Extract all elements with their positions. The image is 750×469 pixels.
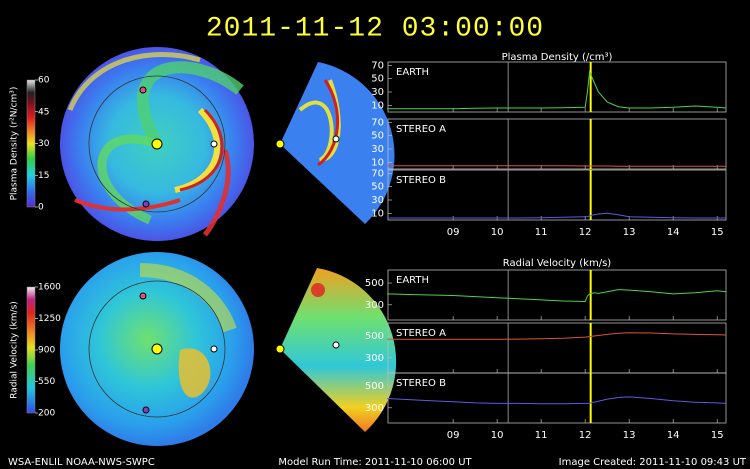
colorbar-tick-label: 1600 (38, 283, 61, 293)
y-tick-label: 70 (371, 60, 384, 71)
colorbar-tick-label: 0 (38, 203, 44, 213)
y-tick-label: 30 (371, 144, 384, 155)
colorbar-tick-label: 1250 (38, 314, 61, 324)
y-tick-label: 10 (371, 100, 384, 111)
colorbar-tick-label: 45 (38, 107, 49, 117)
colorbar-tick-label: 200 (38, 409, 55, 419)
x-tick-label: 09 (447, 430, 460, 441)
series-name: STEREO B (396, 175, 446, 186)
y-tick-label: 30 (371, 195, 384, 206)
credit: WSA-ENLIL NOAA-NWS-SWPC (8, 457, 155, 468)
y-tick-label: 300 (365, 403, 384, 414)
timestamp: 2011-11-12 03:00:00 (206, 13, 544, 44)
colorbar-tick-label: 60 (38, 76, 50, 86)
y-tick-label: 500 (365, 381, 384, 392)
colorbar-tick-label: 550 (38, 377, 55, 387)
x-tick-label: 11 (535, 227, 548, 238)
chart-title: Radial Velocity (km/s) (503, 258, 611, 269)
colorbar-tick-label: 900 (38, 346, 55, 356)
series-name: EARTH (396, 275, 429, 286)
panel (387, 269, 727, 321)
x-tick-label: 14 (667, 227, 680, 238)
series-name: STEREO A (396, 328, 446, 339)
x-tick-label: 15 (711, 430, 724, 441)
colorbar (26, 286, 36, 414)
x-tick-label: 14 (667, 430, 680, 441)
velocity-map (60, 252, 397, 446)
panel (387, 118, 727, 170)
chart-title: Plasma Density (/cm³) (502, 52, 613, 63)
x-tick-label: 09 (447, 227, 460, 238)
x-tick-label: 13 (623, 227, 636, 238)
colorbar (26, 79, 36, 208)
density-map (60, 47, 395, 241)
y-tick-label: 500 (365, 278, 384, 289)
series-line (387, 70, 727, 110)
y-tick-label: 70 (371, 117, 384, 128)
series-name: EARTH (396, 67, 429, 78)
panel (387, 169, 727, 221)
x-tick-label: 12 (579, 430, 592, 441)
colorbar-label: Plasma Density (r²N/cm³) (10, 87, 20, 201)
panel (387, 61, 727, 113)
y-tick-label: 10 (371, 208, 384, 219)
colorbar-tick-label: 15 (38, 171, 49, 181)
y-tick-label: 300 (365, 353, 384, 364)
y-tick-label: 50 (371, 131, 384, 142)
series-line (387, 396, 727, 405)
panel (387, 372, 727, 424)
series-line (387, 165, 726, 167)
x-tick-label: 10 (491, 430, 504, 441)
colorbar-label: Radial Velocity (km/s) (10, 301, 20, 399)
series-line (387, 289, 727, 303)
model-run-time: Model Run Time: 2011-11-10 06:00 UT (278, 457, 472, 468)
image-created: Image Created: 2011-11-10 09:43 UT (559, 457, 747, 468)
series-line (387, 212, 726, 219)
x-tick-label: 11 (535, 430, 548, 441)
series-name: STEREO A (396, 124, 446, 135)
x-tick-label: 10 (491, 227, 504, 238)
x-tick-label: 15 (711, 227, 724, 238)
y-tick-label: 500 (365, 331, 384, 342)
x-tick-label: 13 (623, 430, 636, 441)
series-line (387, 332, 727, 340)
y-tick-label: 50 (371, 182, 384, 193)
colorbar-tick-label: 30 (38, 139, 50, 149)
y-tick-label: 50 (371, 74, 384, 85)
y-tick-label: 300 (365, 300, 384, 311)
x-tick-label: 12 (579, 227, 592, 238)
y-tick-label: 30 (371, 87, 384, 98)
y-tick-label: 70 (371, 168, 384, 179)
y-tick-label: 10 (371, 157, 384, 168)
series-name: STEREO B (396, 378, 446, 389)
